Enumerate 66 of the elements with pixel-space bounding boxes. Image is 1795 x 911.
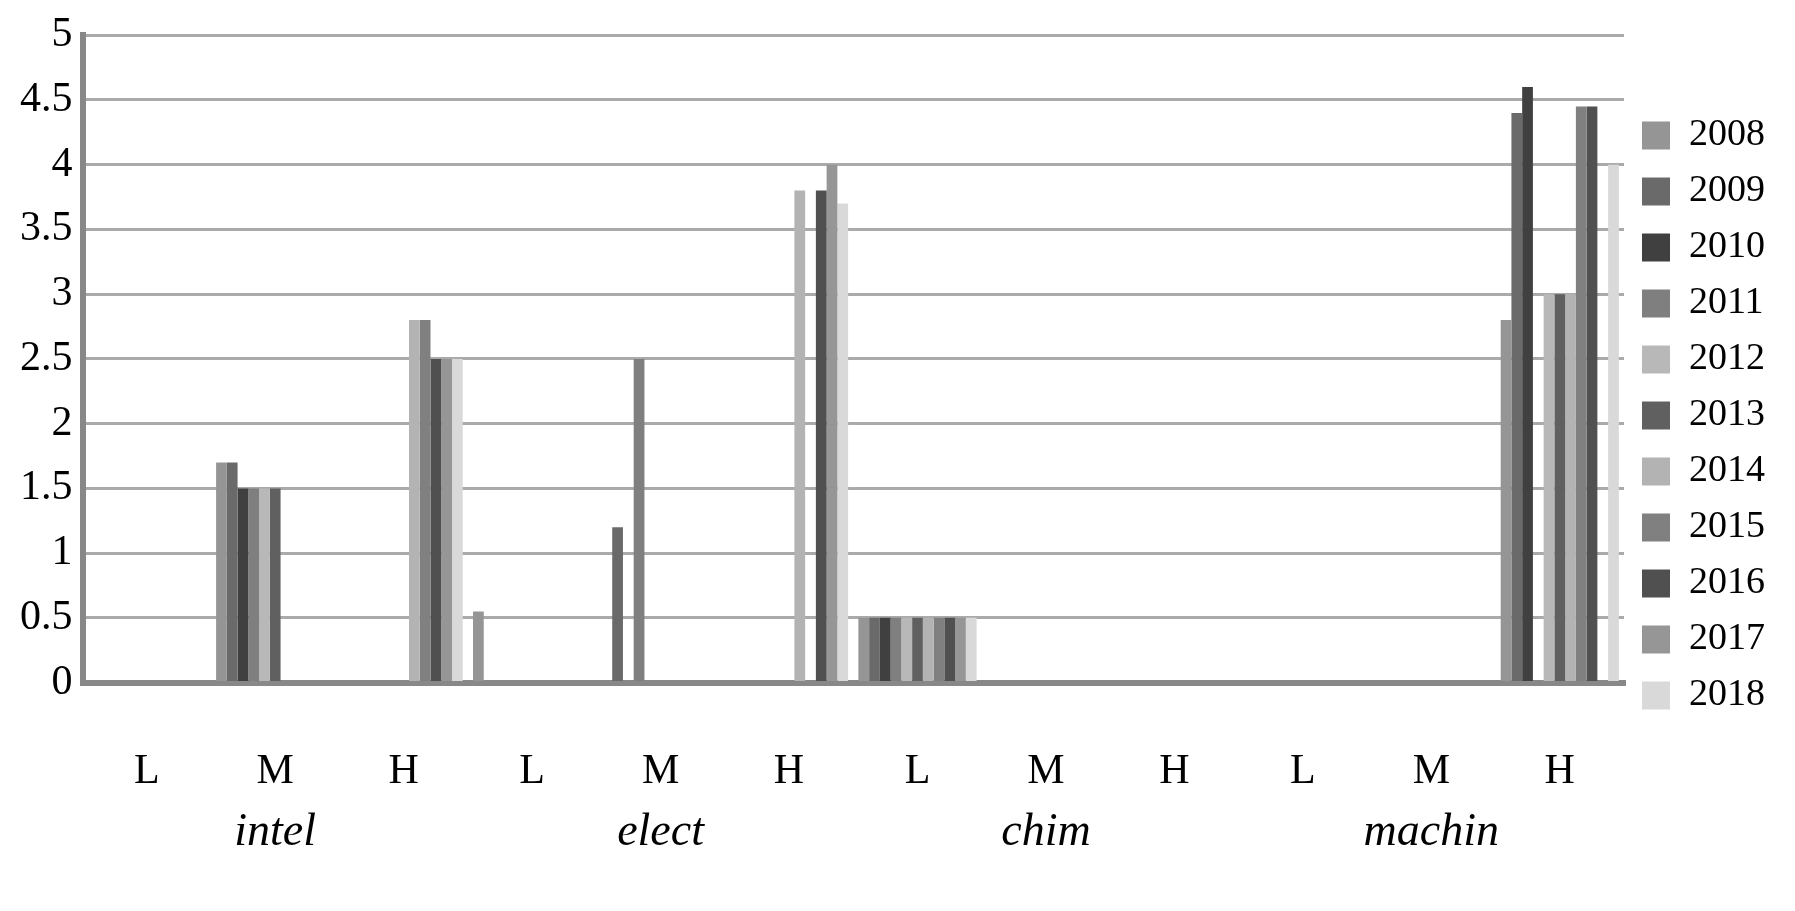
legend-label: 2011 [1689, 279, 1764, 322]
legend-label: 2008 [1689, 111, 1765, 154]
y-tick-label: 4 [51, 138, 73, 185]
legend-label: 2013 [1689, 391, 1765, 434]
y-tick-label: 0.5 [20, 591, 73, 638]
legend-label: 2015 [1689, 503, 1765, 546]
bar [837, 203, 849, 682]
bar [944, 617, 956, 682]
x-tick-label: H [388, 745, 419, 792]
x-tick-label: L [519, 745, 545, 792]
bar [1511, 112, 1523, 682]
y-tick-label: 2.5 [20, 332, 73, 379]
y-tick-label: 3.5 [20, 203, 73, 250]
legend-label: 2009 [1689, 167, 1765, 210]
bar [901, 617, 913, 682]
y-tick-label: 1.5 [20, 462, 73, 509]
legend-label: 2014 [1689, 447, 1765, 490]
legend-label: 2016 [1689, 559, 1765, 602]
bar [1586, 106, 1598, 682]
bar [1608, 164, 1619, 682]
bar [451, 358, 463, 682]
y-tick-label: 5 [51, 9, 73, 56]
bar [430, 358, 442, 682]
x-tick-label: H [1544, 745, 1575, 792]
bar [955, 617, 966, 682]
bar [858, 617, 870, 682]
bar [1543, 294, 1555, 682]
bar [1500, 320, 1512, 682]
y-tick-label: 0 [51, 656, 73, 703]
legend-label: 2017 [1689, 615, 1765, 658]
x-tick-label: L [133, 745, 160, 792]
y-tick-label: 2 [51, 397, 73, 444]
bar [226, 462, 238, 682]
text: elect [617, 803, 706, 855]
text: chim [1001, 803, 1091, 855]
y-tick-label: 4.5 [20, 73, 73, 120]
bar [965, 617, 977, 682]
bar [441, 358, 452, 682]
legend-label: 2012 [1689, 335, 1765, 378]
y-tick-label: 1 [51, 527, 73, 574]
text: machin [1363, 803, 1500, 855]
bar [237, 488, 249, 682]
x-tick-label: H [1159, 745, 1190, 792]
legend-label: 2018 [1689, 671, 1765, 714]
legend-label: 2010 [1689, 223, 1765, 266]
bar [612, 527, 623, 682]
y-tick-label: 3 [51, 268, 73, 315]
bar [216, 462, 227, 682]
bar [269, 488, 281, 682]
x-tick-label: M [256, 745, 294, 792]
bar [879, 617, 891, 682]
x-tick-label: M [1412, 745, 1450, 792]
bar [815, 190, 827, 682]
bar [1522, 86, 1533, 682]
x-tick-label: L [1290, 745, 1316, 792]
bar [473, 611, 484, 682]
bar [912, 617, 923, 682]
text: intel [234, 803, 317, 855]
x-tick-label: L [904, 745, 931, 792]
x-tick-label: H [773, 745, 805, 792]
x-tick-label: M [1027, 745, 1065, 792]
bar [869, 617, 880, 682]
bar [826, 164, 838, 682]
bar [1554, 294, 1566, 682]
x-tick-label: M [641, 745, 680, 792]
bar [259, 488, 270, 682]
